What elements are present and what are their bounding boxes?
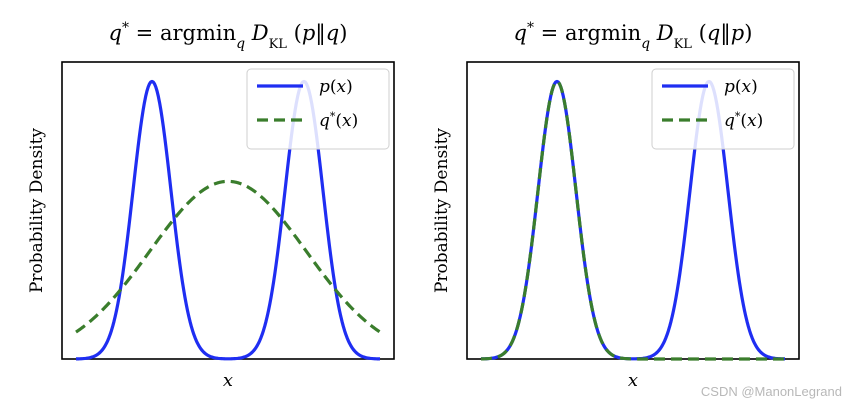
legend-label-q-star: q*(x) [319, 110, 358, 132]
series-line-p [75, 79, 381, 361]
watermark-text: CSDN @ManonLegrand [700, 384, 842, 399]
legend-label-p: p(x) [319, 77, 353, 97]
legend-label-q-star: q*(x) [724, 110, 763, 132]
legend-frame [246, 68, 390, 150]
chart-title: q* = argminq DKL (p‖q) [109, 20, 348, 52]
chart-title: q* = argminq DKL (q‖p) [514, 20, 753, 52]
legend-label-p: p(x) [724, 77, 758, 97]
x-axis-label: x [628, 370, 638, 391]
x-axis-label: x [223, 370, 233, 391]
legend-frame [651, 68, 795, 150]
chart-panel-1: q* = argminq DKL (p‖q) x Probability Densi… [27, 20, 395, 391]
y-axis-label: Probability Density [27, 128, 47, 293]
y-axis-label: Probability Density [432, 128, 452, 293]
legend: p(x) q*(x) [246, 68, 390, 150]
legend: p(x) q*(x) [651, 68, 795, 150]
series-line-q-star [75, 179, 381, 334]
series-line-q-star [480, 79, 786, 361]
chart-panel-2: q* = argminq DKL (q‖p) x Probability Densi… [432, 20, 800, 391]
